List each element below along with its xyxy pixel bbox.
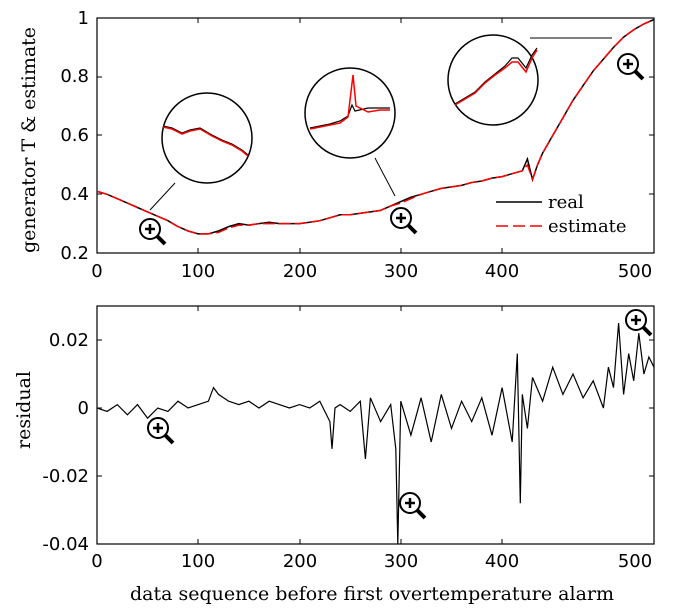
legend-real-label: real [548, 192, 584, 213]
top-y-ticks: 0.2 0.4 0.6 0.8 1 [60, 8, 654, 264]
top-y-axis-label: generator T & estimate [18, 27, 40, 253]
bottom-y-ticks: 0.02 0 -0.02 -0.04 [42, 330, 654, 555]
top-y-tick-label: 0.4 [60, 184, 89, 205]
bottom-x-axis-label: data sequence before first overtemperatu… [130, 583, 614, 605]
zoom-in-icon [139, 218, 167, 246]
top-x-tick-label: 400 [485, 261, 519, 282]
top-chart: 0 100 200 300 400 500 0.2 0.4 0.6 0.8 1 … [18, 8, 655, 282]
legend: real estimate [496, 192, 627, 237]
bottom-x-tick-label: 400 [485, 551, 519, 572]
top-y-tick-label: 0.6 [60, 125, 89, 146]
top-x-tick-label: 0 [91, 261, 102, 282]
top-x-ticks: 0 100 200 300 400 500 [91, 18, 652, 282]
bottom-x-tick-label: 0 [91, 551, 102, 572]
zoom-in-icon [625, 309, 653, 337]
series-residual-line [97, 322, 654, 544]
zoom-in-icon [390, 207, 418, 235]
bottom-chart: 0 100 200 300 400 500 0.02 0 -0.02 -0.04… [13, 305, 655, 605]
bottom-x-tick-label: 200 [283, 551, 317, 572]
bottom-x-ticks: 0 100 200 300 400 500 [91, 306, 652, 572]
bottom-plot-frame [96, 305, 655, 545]
legend-estimate-label: estimate [548, 216, 627, 237]
bottom-x-tick-label: 300 [384, 551, 418, 572]
top-x-tick-label: 500 [618, 261, 652, 282]
top-y-tick-label: 0.8 [60, 66, 89, 87]
bottom-y-tick-label: -0.02 [42, 466, 89, 487]
top-x-tick-label: 100 [181, 261, 215, 282]
inset-circle-1 [149, 92, 253, 211]
zoom-in-icon [399, 492, 427, 520]
zoom-in-icon [147, 417, 175, 445]
bottom-y-tick-label: 0 [78, 398, 89, 419]
bottom-x-tick-label: 100 [181, 551, 215, 572]
zoom-in-icon [617, 53, 645, 81]
top-y-tick-label: 1 [78, 8, 89, 29]
bottom-y-tick-label: 0.02 [49, 330, 89, 351]
inset-circle-2 [304, 67, 396, 197]
bottom-x-tick-label: 500 [618, 551, 652, 572]
inset-circle-3 [447, 34, 612, 126]
top-x-tick-label: 300 [384, 261, 418, 282]
bottom-y-tick-label: -0.04 [42, 534, 89, 555]
top-y-tick-label: 0.2 [60, 243, 89, 264]
top-x-tick-label: 200 [283, 261, 317, 282]
bottom-y-axis-label: residual [13, 371, 35, 449]
series-estimate-line [97, 18, 654, 235]
